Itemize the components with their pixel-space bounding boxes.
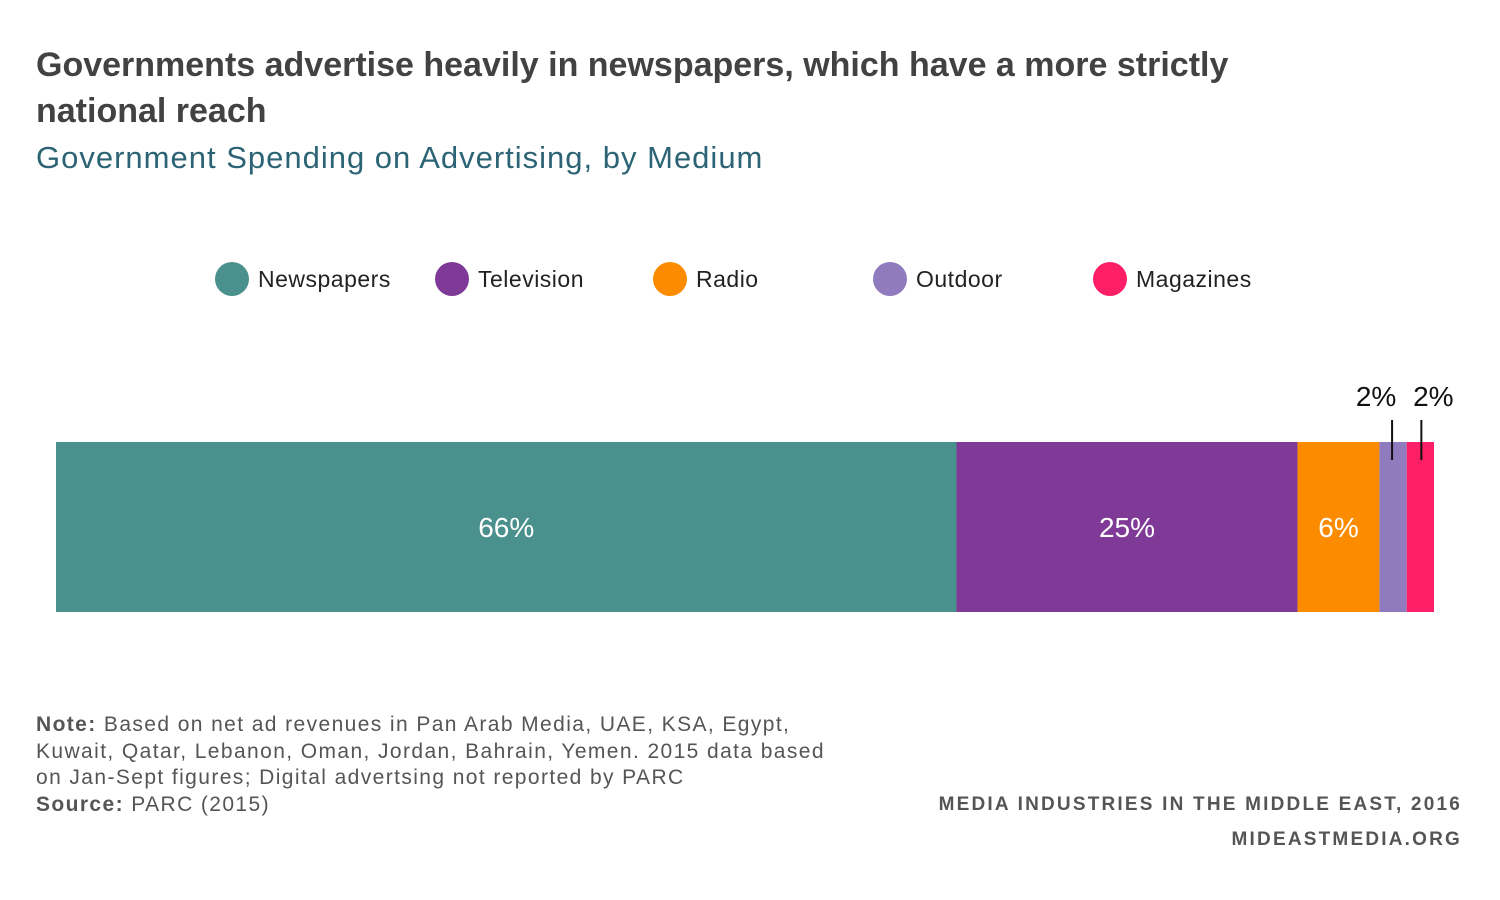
data-label-magazines: 2% <box>1413 381 1453 412</box>
bar-segment-magazines <box>1406 442 1434 612</box>
bar-segment-outdoor <box>1379 442 1407 612</box>
credit-publication: MEDIA INDUSTRIES IN THE MIDDLE EAST, 201… <box>938 794 1462 815</box>
chart-subtitle: Government Spending on Advertising, by M… <box>36 140 764 175</box>
legend-swatch-newspapers <box>215 262 249 296</box>
stacked-bar-chart: Newspapers Television Radio Outdoor Magazine… <box>56 262 1454 612</box>
bar-segment-television <box>956 442 1298 612</box>
legend-swatch-radio <box>653 262 687 296</box>
legend-label-magazines: Magazines <box>1136 266 1252 292</box>
legend-swatch-magazines <box>1093 262 1127 296</box>
legend-label-newspapers: Newspapers <box>258 266 391 292</box>
legend-swatch-outdoor <box>873 262 907 296</box>
source-label: Source: <box>36 792 124 816</box>
data-label-outdoor: 2% <box>1356 381 1396 412</box>
note-text: Based on net ad revenues in Pan Arab Med… <box>36 713 825 789</box>
bar-segment-newspapers <box>56 442 957 612</box>
legend-swatch-television <box>435 262 469 296</box>
footnote: Note: Based on net ad revenues in Pan Ar… <box>36 712 826 818</box>
chart-legend: Newspapers Television Radio Outdoor Magazine… <box>215 262 1252 296</box>
legend-label-television: Television <box>478 266 584 292</box>
bar-segment-radio <box>1297 442 1380 612</box>
data-label-newspapers: 66% <box>478 512 534 543</box>
data-label-television: 25% <box>1099 512 1155 543</box>
note-label: Note: <box>36 713 97 736</box>
legend-label-radio: Radio <box>696 266 759 292</box>
chart-title: Governments advertise heavily in newspap… <box>36 46 1229 130</box>
legend-label-outdoor: Outdoor <box>916 266 1003 292</box>
bar-segments <box>56 442 1434 612</box>
source-text: PARC (2015) <box>131 792 270 816</box>
data-label-radio: 6% <box>1318 512 1358 543</box>
credit-website: MIDEASTMEDIA.ORG <box>1231 829 1462 850</box>
data-labels: 66% 25% 6% 2% 2% <box>478 381 1453 543</box>
